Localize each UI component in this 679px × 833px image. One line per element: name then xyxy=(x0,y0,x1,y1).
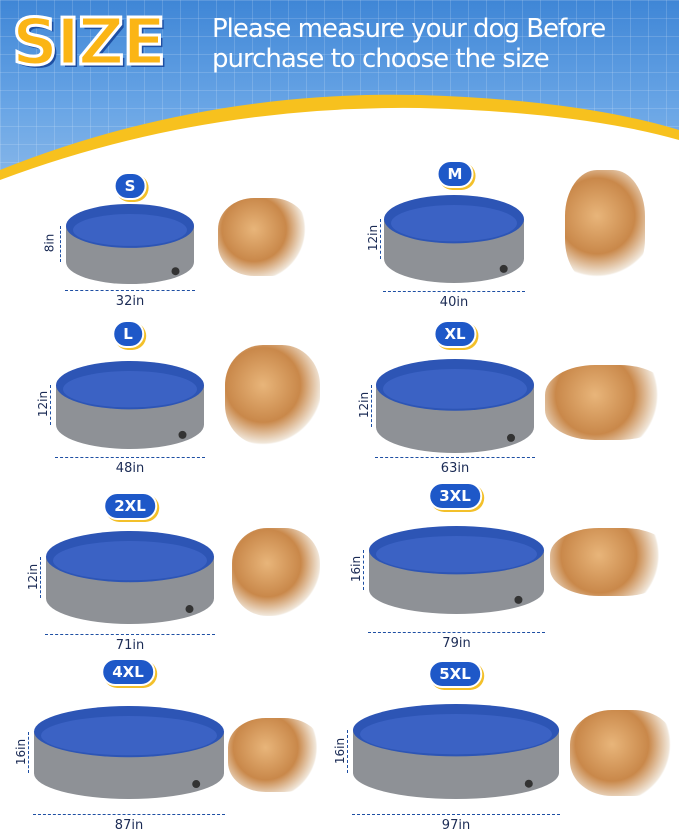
height-label: 12in xyxy=(366,224,381,252)
dog-photo xyxy=(225,345,320,445)
pool-image xyxy=(56,361,204,449)
header-banner: SIZE Please measure your dog Before purc… xyxy=(0,0,679,200)
dog-photo xyxy=(218,198,308,276)
yellow-wave-divider xyxy=(0,94,679,200)
pool-image xyxy=(369,526,544,614)
dog-photo xyxy=(565,170,645,285)
subtitle: Please measure your dog Before purchase … xyxy=(212,14,606,74)
diameter-label: 40in xyxy=(439,295,469,310)
size-badge: M xyxy=(436,160,474,188)
size-badge: L xyxy=(112,320,144,348)
dog-photo xyxy=(228,718,322,792)
height-label: 8in xyxy=(42,233,57,253)
diameter-label: 32in xyxy=(115,294,145,309)
size-title: SIZE xyxy=(10,5,167,82)
pool-image xyxy=(376,359,534,453)
pool-image xyxy=(66,204,194,284)
size-badge: 4XL xyxy=(101,658,155,686)
height-label: 16in xyxy=(333,737,348,764)
dog-photo xyxy=(570,710,675,796)
height-label: 16in xyxy=(14,738,29,765)
size-badge: S xyxy=(113,172,147,200)
dog-photo xyxy=(232,528,320,616)
pool-image xyxy=(353,704,559,799)
diameter-label: 97in xyxy=(441,818,471,833)
height-label: 12in xyxy=(26,563,41,590)
size-badge: 5XL xyxy=(428,660,482,688)
diameter-label: 71in xyxy=(115,638,145,653)
height-label: 12in xyxy=(357,391,372,419)
diameter-label: 63in xyxy=(440,461,470,476)
height-label: 12in xyxy=(36,390,51,418)
height-label: 16in xyxy=(349,555,364,583)
pool-image xyxy=(46,531,214,624)
diameter-label: 87in xyxy=(114,818,144,833)
size-badge: XL xyxy=(433,320,477,348)
dog-photo xyxy=(550,528,672,596)
pool-image xyxy=(384,195,524,283)
size-badge: 2XL xyxy=(103,492,157,520)
pool-image xyxy=(34,706,225,799)
dog-photo xyxy=(545,365,670,440)
diameter-label: 79in xyxy=(442,636,471,651)
diameter-label: 48in xyxy=(115,461,145,476)
size-badge: 3XL xyxy=(428,482,482,510)
